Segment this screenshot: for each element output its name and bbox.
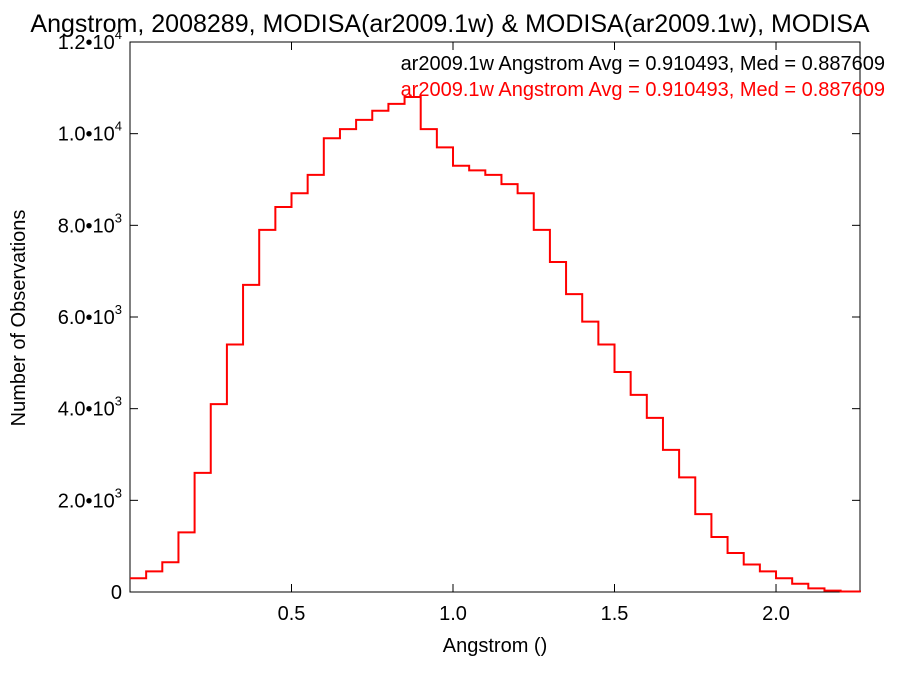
plot-frame	[129, 41, 861, 593]
y-tick-label: 2.0•103	[58, 485, 122, 512]
y-tick-label: 1.0•104	[58, 119, 122, 146]
series-layer	[130, 96, 861, 593]
y-tick-mantissa: 2.0•10	[58, 490, 115, 512]
y-tick-exponent: 4	[115, 119, 122, 134]
y-tick-exponent: 4	[115, 27, 122, 42]
y-tick-mantissa: 1.0•10	[58, 124, 115, 146]
y-tick-label: 4.0•103	[58, 394, 122, 421]
y-tick-mantissa: 8.0•10	[58, 215, 115, 237]
histogram-series-0	[130, 96, 861, 593]
y-tick-mantissa: 6.0•10	[58, 307, 115, 329]
y-tick-mantissa: 1.2•10	[58, 32, 115, 54]
y-tick-exponent: 3	[115, 394, 122, 409]
legend-entry: ar2009.1w Angstrom Avg = 0.910493, Med =…	[401, 53, 885, 75]
x-axis-label: Angstrom ()	[443, 635, 547, 657]
y-tick-label: 8.0•103	[58, 210, 122, 237]
y-axis-label: Number of Observations	[8, 210, 30, 427]
x-tick-label: 1.0	[439, 603, 467, 625]
y-tick-mantissa: 4.0•10	[58, 399, 115, 421]
x-tick-label: 2.0	[762, 603, 790, 625]
x-tick-label: 0.5	[278, 603, 306, 625]
y-tick-label: 6.0•103	[58, 302, 122, 329]
y-tick-mantissa: 0	[111, 582, 122, 604]
y-ticks: 02.0•1034.0•1036.0•1038.0•1031.0•1041.2•…	[58, 27, 860, 604]
y-tick-exponent: 3	[115, 302, 122, 317]
legend: ar2009.1w Angstrom Avg = 0.910493, Med =…	[401, 53, 885, 101]
x-ticks: 0.5 1.0 1.5 2.0	[278, 42, 790, 625]
legend-entry: ar2009.1w Angstrom Avg = 0.910493, Med =…	[401, 79, 885, 101]
y-tick-exponent: 3	[115, 210, 122, 225]
y-tick-exponent: 3	[115, 485, 122, 500]
y-tick-label: 0	[111, 582, 122, 604]
chart-title: Angstrom, 2008289, MODISA(ar2009.1w) & M…	[30, 10, 870, 38]
x-tick-label: 1.5	[601, 603, 629, 625]
y-tick-label: 1.2•104	[58, 27, 122, 54]
